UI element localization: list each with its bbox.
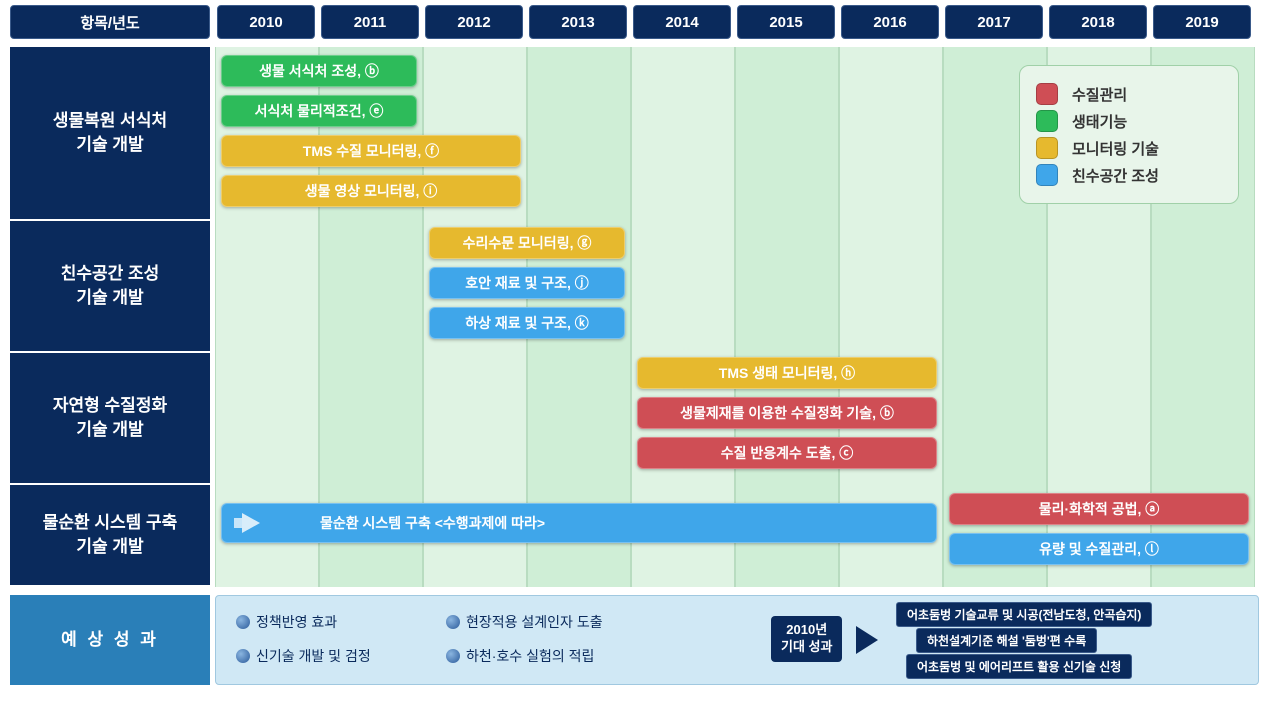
outcome-bullet: 현장적용 설계인자 도출 — [446, 612, 603, 632]
year-header: 2012 — [425, 5, 523, 39]
arrow-right-icon — [856, 626, 878, 654]
bullet-icon — [236, 615, 250, 629]
bullet-icon — [446, 615, 460, 629]
row-label-outcomes: 예 상 성 과 — [10, 595, 210, 685]
legend-label: 수질관리 — [1072, 84, 1127, 105]
row-label: 친수공간 조성 기술 개발 — [10, 221, 210, 351]
year-header: 2010 — [217, 5, 315, 39]
task-bar: 서식처 물리적조건, ⓔ — [221, 95, 417, 127]
year-achievement-box: 2010년기대 성과 — [771, 616, 842, 662]
outcome-pill: 어초둠벙 기술교류 및 시공(전남도청, 안곡습지) — [896, 602, 1152, 627]
task-bar: 수질 반응계수 도출, ⓒ — [637, 437, 937, 469]
row-label: 생물복원 서식처 기술 개발 — [10, 47, 210, 219]
task-bar: 호안 재료 및 구조, ⓙ — [429, 267, 625, 299]
legend-label: 생태기능 — [1072, 111, 1127, 132]
year-header: 2014 — [633, 5, 731, 39]
outcomes-panel: 정책반영 효과신기술 개발 및 검정 현장적용 설계인자 도출하천·호수 실험의 … — [215, 595, 1259, 685]
legend-swatch — [1036, 110, 1058, 132]
legend-swatch — [1036, 137, 1058, 159]
legend-swatch — [1036, 164, 1058, 186]
row-label: 물순환 시스템 구축 기술 개발 — [10, 485, 210, 585]
outcome-bullet-text: 정책반영 효과 — [256, 612, 337, 632]
task-bar: 생물제재를 이용한 수질정화 기술, ⓑ — [637, 397, 937, 429]
task-bar: 수리수문 모니터링, ⓖ — [429, 227, 625, 259]
year-header: 2018 — [1049, 5, 1147, 39]
legend-swatch — [1036, 83, 1058, 105]
year-header: 2019 — [1153, 5, 1251, 39]
bullet-icon — [236, 649, 250, 663]
outcome-bullet: 하천·호수 실험의 적립 — [446, 646, 594, 666]
task-bar: TMS 수질 모니터링, ⓕ — [221, 135, 521, 167]
legend-item: 모니터링 기술 — [1036, 137, 1222, 159]
legend-item: 친수공간 조성 — [1036, 164, 1222, 186]
task-bar: 생물 영상 모니터링, ⓘ — [221, 175, 521, 207]
legend-item: 생태기능 — [1036, 110, 1222, 132]
outcome-bullet: 신기술 개발 및 검정 — [236, 646, 371, 666]
year-header: 2015 — [737, 5, 835, 39]
task-bar-label: 물순환 시스템 구축 <수행과제에 따라> — [320, 513, 545, 533]
year-header: 2013 — [529, 5, 627, 39]
task-bar: 생물 서식처 조성, ⓑ — [221, 55, 417, 87]
task-bar: TMS 생태 모니터링, ⓗ — [637, 357, 937, 389]
task-bar: 하상 재료 및 구조, ⓚ — [429, 307, 625, 339]
task-bar: 유량 및 수질관리, ⓛ — [949, 533, 1249, 565]
outcome-pill: 하천설계기준 해설 '둠벙'편 수록 — [916, 628, 1097, 653]
year-header: 2011 — [321, 5, 419, 39]
arrow-right-icon — [242, 513, 260, 533]
outcome-bullet-text: 현장적용 설계인자 도출 — [466, 612, 603, 632]
header-rowcol: 항목/년도 — [10, 5, 210, 39]
task-bar: 물리·화학적 공법, ⓐ — [949, 493, 1249, 525]
bullet-icon — [446, 649, 460, 663]
outcome-bullet-text: 하천·호수 실험의 적립 — [466, 646, 594, 666]
outcome-pill: 어초둠벙 및 에어리프트 활용 신기술 신청 — [906, 654, 1132, 679]
legend-item: 수질관리 — [1036, 83, 1222, 105]
task-bar: 물순환 시스템 구축 <수행과제에 따라> — [221, 503, 937, 543]
legend-label: 모니터링 기술 — [1072, 138, 1159, 159]
year-header: 2017 — [945, 5, 1043, 39]
legend: 수질관리생태기능모니터링 기술친수공간 조성 — [1019, 65, 1239, 204]
outcome-bullet-text: 신기술 개발 및 검정 — [256, 646, 371, 666]
gantt-roadmap: 항목/년도 2010201120122013201420152016201720… — [10, 5, 1259, 701]
row-label: 자연형 수질정화 기술 개발 — [10, 353, 210, 483]
outcome-bullet: 정책반영 효과 — [236, 612, 337, 632]
legend-label: 친수공간 조성 — [1072, 165, 1159, 186]
year-header: 2016 — [841, 5, 939, 39]
